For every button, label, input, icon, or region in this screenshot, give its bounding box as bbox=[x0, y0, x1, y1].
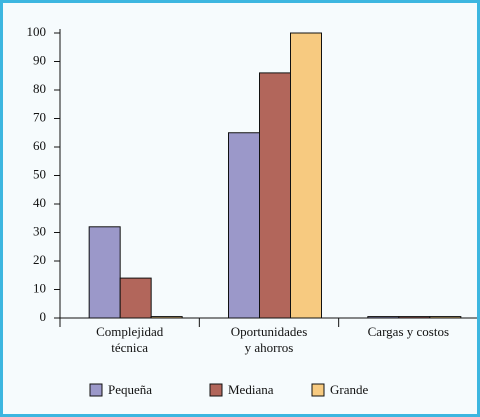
legend-label: Grande bbox=[330, 382, 368, 397]
x-tick-label: Oportunidades y ahorros bbox=[230, 324, 308, 355]
legend-swatch bbox=[311, 383, 325, 397]
legend-label: Pequeña bbox=[108, 382, 152, 397]
y-tick-label: 20 bbox=[33, 252, 46, 267]
y-tick-label: 80 bbox=[33, 81, 46, 96]
bar bbox=[398, 316, 431, 319]
y-tick-label: 40 bbox=[33, 195, 46, 210]
bar bbox=[150, 316, 183, 319]
bar bbox=[367, 316, 400, 319]
bar bbox=[119, 277, 152, 319]
legend-swatch bbox=[209, 383, 223, 397]
y-tick-label: 100 bbox=[27, 24, 47, 39]
legend-label: Mediana bbox=[228, 382, 274, 397]
x-tick-label: Cargas y costos bbox=[367, 324, 450, 339]
y-tick-label: 0 bbox=[40, 309, 47, 324]
x-tick-label: Complejidad técnica bbox=[96, 324, 164, 355]
bar bbox=[228, 132, 260, 319]
bar bbox=[88, 226, 121, 319]
bar bbox=[259, 72, 291, 319]
y-tick-label: 70 bbox=[33, 109, 46, 124]
bar bbox=[429, 316, 462, 319]
bar bbox=[290, 32, 322, 319]
y-tick-label: 90 bbox=[33, 52, 46, 67]
y-tick-label: 60 bbox=[33, 138, 46, 153]
legend-swatch bbox=[89, 383, 103, 397]
y-tick-label: 10 bbox=[33, 280, 46, 295]
y-tick-label: 50 bbox=[33, 166, 46, 181]
y-tick-label: 30 bbox=[33, 223, 46, 238]
